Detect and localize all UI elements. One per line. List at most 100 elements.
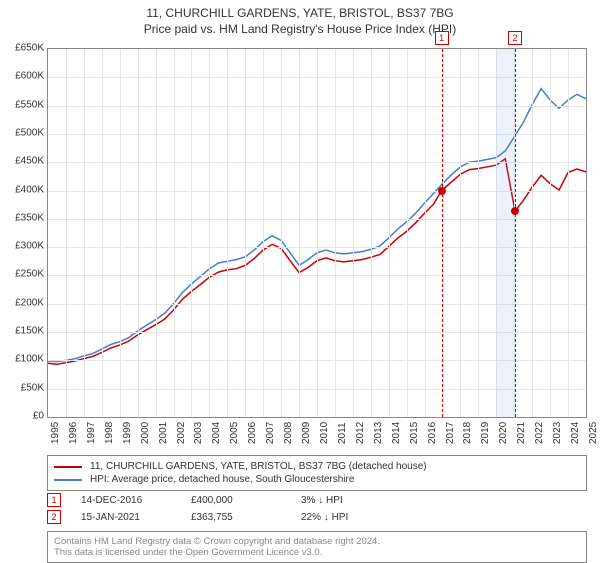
x-axis-label: 2010 [319,422,330,444]
vgrid-line [389,49,390,417]
y-axis-label: £550K [4,99,44,110]
x-axis-label: 2006 [247,422,258,444]
vgrid-line [478,49,479,417]
vgrid-line [174,49,175,417]
footer-line1: Contains HM Land Registry data © Crown c… [54,536,580,547]
y-axis-label: £250K [4,269,44,280]
sale-pct: 3% ↓ HPI [301,495,391,506]
y-axis-label: £450K [4,156,44,167]
x-axis-label: 1995 [50,422,61,444]
sale-date: 15-JAN-2021 [81,512,171,523]
chart-plot-area: 12 [47,48,587,418]
x-axis-label: 2019 [480,422,491,444]
x-axis-label: 2008 [283,422,294,444]
vgrid-line [443,49,444,417]
x-axis-label: 2025 [588,422,599,444]
sale-row: 1 14-DEC-2016 £400,000 3% ↓ HPI [47,493,587,507]
x-axis-label: 2012 [355,422,366,444]
vgrid-line [299,49,300,417]
covid-shade-band [496,49,515,417]
legend-box: 11, CHURCHILL GARDENS, YATE, BRISTOL, BS… [47,455,587,491]
sale-marker-dot [438,187,446,195]
chart-container: 11, CHURCHILL GARDENS, YATE, BRISTOL, BS… [0,0,600,560]
y-axis-label: £650K [4,43,44,54]
x-axis-label: 2013 [373,422,384,444]
y-axis-label: £150K [4,326,44,337]
legend-label: HPI: Average price, detached house, Sout… [90,474,354,485]
vgrid-line [550,49,551,417]
x-axis-label: 2018 [462,422,473,444]
footer-line2: This data is licensed under the Open Gov… [54,547,580,558]
legend-label: 11, CHURCHILL GARDENS, YATE, BRISTOL, BS… [90,461,427,472]
vgrid-line [568,49,569,417]
vgrid-line [335,49,336,417]
x-axis-label: 2014 [391,422,402,444]
vgrid-line [407,49,408,417]
sale-row: 2 15-JAN-2021 £363,755 22% ↓ HPI [47,510,587,524]
x-axis-label: 2022 [534,422,545,444]
sale-pct: 22% ↓ HPI [301,512,391,523]
x-axis-label: 2002 [176,422,187,444]
x-axis-label: 2017 [445,422,456,444]
sale-marker-label: 2 [508,31,522,45]
vgrid-line [532,49,533,417]
x-axis-label: 2023 [552,422,563,444]
arrow-down-icon: ↓ [324,512,329,523]
sale-num-box: 2 [47,510,61,524]
sale-price: £363,755 [191,512,281,523]
sale-price: £400,000 [191,495,281,506]
x-axis-label: 2000 [140,422,151,444]
x-axis-label: 2024 [570,422,581,444]
x-axis-label: 2021 [516,422,527,444]
x-axis-label: 2005 [229,422,240,444]
x-axis-label: 2011 [337,422,348,444]
legend-swatch [54,466,82,468]
x-axis-label: 2001 [158,422,169,444]
x-axis-label: 2007 [265,422,276,444]
sale-marker-line [442,49,443,417]
x-axis-label: 1996 [68,422,79,444]
y-axis-label: £100K [4,354,44,365]
y-axis-label: £600K [4,71,44,82]
y-axis-label: £0 [4,411,44,422]
sale-marker-line [515,49,516,417]
sale-marker-dot [511,207,519,215]
vgrid-line [353,49,354,417]
vgrid-line [102,49,103,417]
legend-row: HPI: Average price, detached house, Sout… [54,473,580,486]
x-axis-label: 2015 [409,422,420,444]
x-axis-label: 2004 [211,422,222,444]
y-axis-label: £500K [4,127,44,138]
y-axis-label: £50K [4,382,44,393]
sale-date: 14-DEC-2016 [81,495,171,506]
vgrid-line [460,49,461,417]
sale-num-box: 1 [47,493,61,507]
y-axis-label: £350K [4,212,44,223]
sale-marker-label: 1 [435,31,449,45]
x-axis-label: 2016 [427,422,438,444]
x-axis-label: 1998 [104,422,115,444]
legend-row: 11, CHURCHILL GARDENS, YATE, BRISTOL, BS… [54,460,580,473]
arrow-down-icon: ↓ [318,495,323,506]
footer-box: Contains HM Land Registry data © Crown c… [47,531,587,563]
vgrid-line [425,49,426,417]
x-axis-label: 2020 [498,422,509,444]
vgrid-line [84,49,85,417]
y-axis-label: £200K [4,297,44,308]
x-axis-label: 2009 [301,422,312,444]
x-axis-label: 2003 [193,422,204,444]
vgrid-line [227,49,228,417]
y-axis-label: £300K [4,241,44,252]
vgrid-line [66,49,67,417]
x-axis-label: 1999 [122,422,133,444]
vgrid-line [156,49,157,417]
vgrid-line [138,49,139,417]
title-line1: 11, CHURCHILL GARDENS, YATE, BRISTOL, BS… [0,6,600,20]
vgrid-line [371,49,372,417]
y-axis-label: £400K [4,184,44,195]
vgrid-line [191,49,192,417]
x-axis-label: 1997 [86,422,97,444]
vgrid-line [263,49,264,417]
legend-swatch [54,479,82,481]
vgrid-line [209,49,210,417]
